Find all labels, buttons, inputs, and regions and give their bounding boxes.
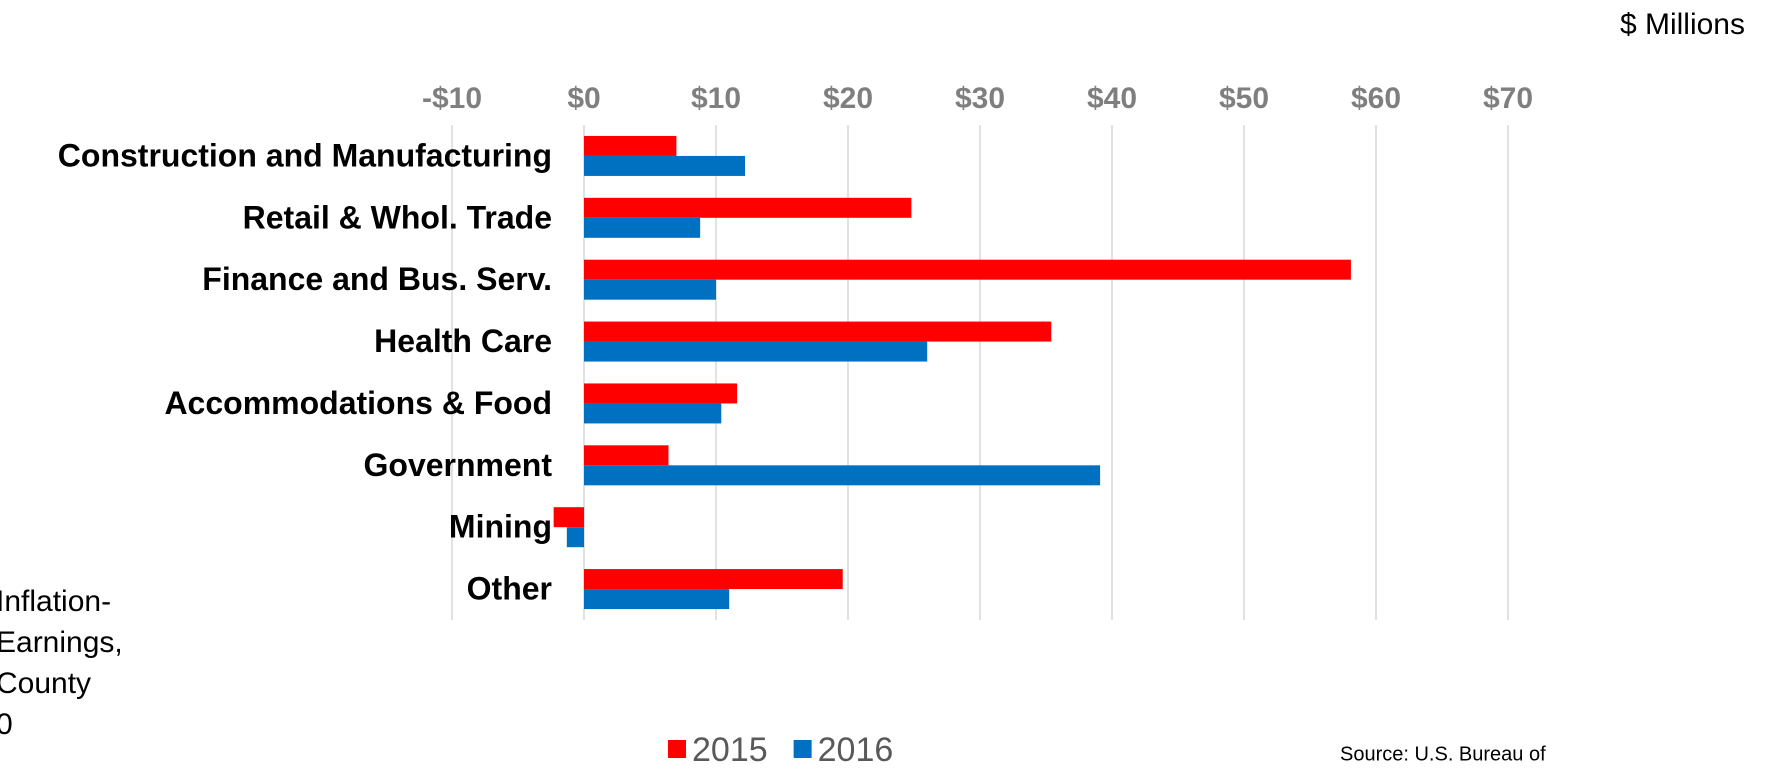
x-tick-label: $20 — [823, 82, 873, 115]
x-tick-label: $40 — [1087, 82, 1137, 115]
bar — [584, 259, 1351, 280]
side-text: County — [0, 667, 91, 700]
category-label: Government — [364, 447, 553, 483]
bar — [584, 217, 701, 238]
category-label: Finance and Bus. Serv. — [202, 261, 552, 297]
bar — [584, 465, 1101, 486]
bar — [584, 589, 730, 610]
category-label: Other — [467, 571, 552, 607]
source: Source: U.S. Bureau of — [1340, 743, 1546, 765]
bar — [553, 507, 584, 528]
bar — [584, 197, 912, 218]
category-label: Mining — [449, 509, 552, 545]
bar — [584, 383, 738, 404]
side-text: 0 — [0, 708, 13, 741]
category-label: Accommodations & Food — [164, 385, 552, 421]
bar — [584, 569, 843, 590]
bar — [584, 279, 716, 300]
legend-swatch — [668, 740, 686, 758]
x-tick-label: $70 — [1483, 82, 1533, 115]
side-text: Inflation- — [0, 585, 111, 618]
category-label: Retail & Whol. Trade — [243, 199, 552, 235]
unit-label: $ Millions — [1620, 8, 1745, 41]
bar — [584, 403, 722, 424]
bar — [584, 445, 669, 466]
x-tick-label: $60 — [1351, 82, 1401, 115]
category-label: Health Care — [374, 323, 552, 359]
bar — [584, 321, 1052, 342]
x-tick-label: $0 — [567, 82, 600, 115]
legend-label: 2016 — [818, 731, 894, 769]
legend-swatch — [793, 740, 812, 758]
x-tick-label: $30 — [955, 82, 1005, 115]
x-tick-label: -$10 — [422, 82, 482, 115]
bar — [584, 341, 928, 362]
bar — [566, 527, 584, 548]
x-tick-label: $50 — [1219, 82, 1269, 115]
bar — [584, 135, 677, 156]
side-text: Earnings, — [0, 626, 123, 659]
category-label: Construction and Manufacturing — [58, 137, 552, 173]
bar — [584, 155, 746, 176]
legend-label: 2015 — [692, 731, 768, 769]
x-tick-label: $10 — [691, 82, 741, 115]
